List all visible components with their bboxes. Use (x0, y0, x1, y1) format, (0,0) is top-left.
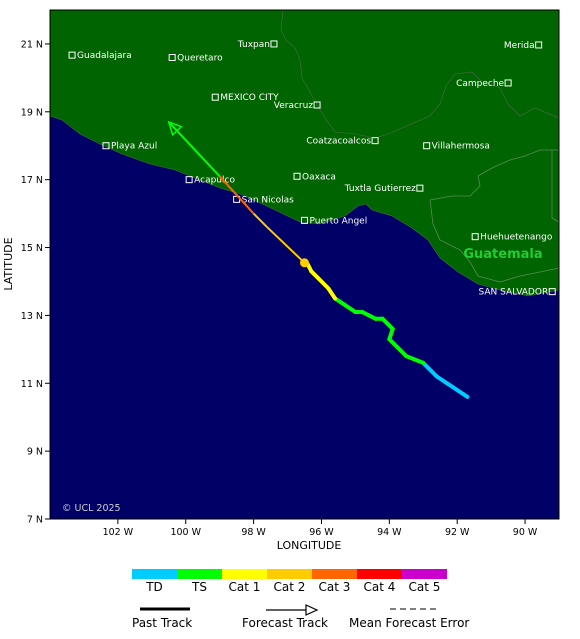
city-label: Coatzacoalcos (306, 137, 371, 147)
past-track-segment (404, 354, 426, 365)
city-label: Oaxaca (302, 172, 336, 182)
legend-swatch (267, 569, 312, 579)
city-marker (301, 216, 308, 224)
legend-swatch (357, 569, 402, 579)
city-label: Veracruz (274, 101, 314, 111)
city-label: Tuxpan (237, 40, 270, 50)
city-marker (68, 51, 76, 59)
guatemala-border (429, 149, 559, 201)
city-marker (423, 142, 431, 150)
legend-swatch (177, 569, 222, 579)
city-marker (416, 184, 424, 192)
city-label: Campeche (456, 79, 504, 89)
track-type-legend: Past Track Forecast Track Mean Forecast … (132, 604, 469, 630)
x-tick-label: 102 W (103, 527, 134, 538)
past-track-segment (326, 286, 338, 301)
city-marker (185, 176, 193, 184)
city-marker (168, 54, 176, 62)
x-tick-label: 90 W (513, 527, 538, 538)
legend-category-label: Cat 2 (274, 580, 306, 594)
city-label: SAN SALVADOR (479, 288, 549, 298)
x-tick-label: 98 W (241, 527, 266, 538)
x-axis-title: LONGITUDE (277, 539, 342, 552)
belize-border (551, 150, 559, 223)
forecast-track-segment (266, 226, 306, 264)
y-tick-label: 7 N (27, 515, 43, 526)
x-tick-label: 92 W (445, 527, 470, 538)
y-tick-label: 9 N (27, 447, 43, 458)
past-track-segment (343, 303, 358, 315)
y-tick-label: 21 N (21, 39, 43, 50)
x-tick-label: 94 W (377, 527, 402, 538)
forecast-track-segment (218, 175, 255, 215)
past-track-segment (305, 262, 314, 274)
city-marker (102, 142, 110, 150)
category-color-legend: TD TS Cat 1 Cat 2 Cat 3 Cat 4 Cat 5 (132, 569, 447, 594)
y-tick-label: 11 N (21, 379, 43, 390)
legend-category-label: TS (191, 580, 207, 594)
legend-category-label: Cat 3 (319, 580, 351, 594)
city-marker (371, 137, 379, 145)
city-marker (471, 233, 479, 241)
country-borders (429, 149, 559, 283)
legend-category-label: Cat 5 (409, 580, 441, 594)
y-tick-label: 19 N (21, 107, 43, 118)
past-track-segment (380, 316, 395, 331)
legend-category-label: TD (145, 580, 163, 594)
legend-category-label: Cat 1 (229, 580, 261, 594)
y-tick-label: 15 N (21, 243, 43, 254)
copyright-label: © UCL 2025 (62, 503, 121, 514)
mean-error-legend-label: Mean Forecast Error (349, 616, 469, 630)
city-marker (293, 172, 301, 180)
past-track-legend-label: Past Track (132, 616, 192, 630)
city-label: Playa Azul (111, 142, 157, 152)
x-tick-label: 96 W (309, 527, 334, 538)
y-tick-label: 13 N (21, 311, 43, 322)
y-tick-label: 17 N (21, 175, 43, 186)
city-marker (504, 79, 512, 87)
city-marker (535, 41, 543, 49)
forecast-arrow-icon (167, 120, 183, 137)
city-marker (548, 288, 556, 296)
past-track-segment (333, 296, 348, 308)
legend-swatch (222, 569, 267, 579)
city-label: Puerto Angel (310, 216, 368, 226)
guatemala-border-south (429, 199, 501, 283)
city-label: Guadalajara (77, 51, 132, 61)
legend-swatch (132, 569, 177, 579)
legend-swatch (312, 569, 357, 579)
city-label: MEXICO CITY (220, 93, 279, 103)
city-label: Villahermosa (432, 142, 490, 152)
y-axis-title: LATITUDE (2, 237, 15, 290)
storm-track (167, 120, 470, 399)
past-track-segment (316, 276, 331, 291)
city-marker (211, 93, 219, 101)
city-label: Queretaro (177, 54, 223, 64)
city-label: Huehuetenango (480, 233, 553, 243)
past-track-segment (390, 340, 409, 359)
city-marker (313, 101, 321, 109)
country-label-guatemala: Guatemala (463, 247, 542, 262)
forecast-track-legend-label: Forecast Track (242, 616, 328, 630)
past-track-segment (434, 374, 470, 399)
x-tick-label: 100 W (170, 527, 201, 538)
forecast-track-segment (252, 212, 268, 228)
past-track-segment (421, 360, 439, 379)
forecast-arrow-icon (305, 604, 319, 616)
city-label: Acapulco (194, 176, 235, 186)
city-marker (270, 40, 278, 48)
honduras-border (499, 267, 559, 283)
plot-frame (49, 9, 560, 520)
city-label: Tuxtla Gutierrez (344, 184, 416, 194)
city-label: San Nicolas (242, 195, 294, 205)
legend-category-label: Cat 4 (364, 580, 396, 594)
city-markers: Guadalajara Queretaro Tuxpan Merida MEXICO C… (68, 40, 556, 298)
city-label: Merida (504, 41, 535, 51)
map-axes: 102 W 100 W 98 W 96 W 94 W 92 W 90 W 7 N 9 N 11 N… (21, 9, 560, 538)
current-position-marker (300, 258, 309, 268)
legend-swatch (402, 569, 447, 579)
